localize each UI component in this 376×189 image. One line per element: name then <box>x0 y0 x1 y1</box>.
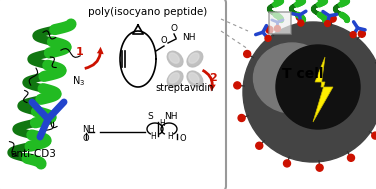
Circle shape <box>274 26 280 32</box>
Text: anti-CD3: anti-CD3 <box>10 149 56 159</box>
FancyArrowPatch shape <box>202 69 216 91</box>
Circle shape <box>324 21 331 26</box>
Circle shape <box>244 50 251 57</box>
Polygon shape <box>313 57 333 122</box>
Text: H: H <box>159 119 165 128</box>
Ellipse shape <box>187 71 203 87</box>
Circle shape <box>266 26 273 33</box>
Circle shape <box>329 15 336 22</box>
Circle shape <box>296 14 303 21</box>
FancyBboxPatch shape <box>270 12 291 34</box>
Text: O: O <box>83 134 89 143</box>
Text: O: O <box>170 24 177 33</box>
Text: streptavidin: streptavidin <box>156 83 214 93</box>
Text: NH: NH <box>164 112 178 121</box>
Circle shape <box>350 32 356 38</box>
Ellipse shape <box>253 43 331 113</box>
Text: poly(isocyano peptide): poly(isocyano peptide) <box>88 7 208 17</box>
Text: O: O <box>161 36 167 45</box>
Text: O: O <box>179 134 186 143</box>
Circle shape <box>276 45 360 129</box>
Circle shape <box>265 35 271 41</box>
Text: 2: 2 <box>209 73 217 83</box>
Circle shape <box>284 160 291 167</box>
Circle shape <box>347 154 355 161</box>
Text: T cell: T cell <box>282 67 324 81</box>
Ellipse shape <box>169 73 179 83</box>
Text: H: H <box>150 132 156 141</box>
Ellipse shape <box>167 71 183 87</box>
Ellipse shape <box>167 51 183 67</box>
Circle shape <box>298 20 304 26</box>
Circle shape <box>358 30 365 37</box>
Circle shape <box>243 22 376 162</box>
FancyArrowPatch shape <box>84 47 104 70</box>
Circle shape <box>238 115 245 122</box>
Text: NH: NH <box>182 33 196 42</box>
Circle shape <box>316 164 323 171</box>
Circle shape <box>372 132 376 139</box>
FancyBboxPatch shape <box>0 0 226 189</box>
Text: H: H <box>167 132 173 141</box>
Ellipse shape <box>169 53 179 63</box>
Text: NH: NH <box>82 125 95 134</box>
Circle shape <box>256 142 263 149</box>
Ellipse shape <box>189 73 199 83</box>
Circle shape <box>234 82 241 89</box>
Ellipse shape <box>189 53 199 63</box>
Text: $\rm N_3$: $\rm N_3$ <box>72 74 85 88</box>
Text: 1: 1 <box>76 47 84 57</box>
Ellipse shape <box>187 51 203 67</box>
Text: S: S <box>147 112 153 121</box>
